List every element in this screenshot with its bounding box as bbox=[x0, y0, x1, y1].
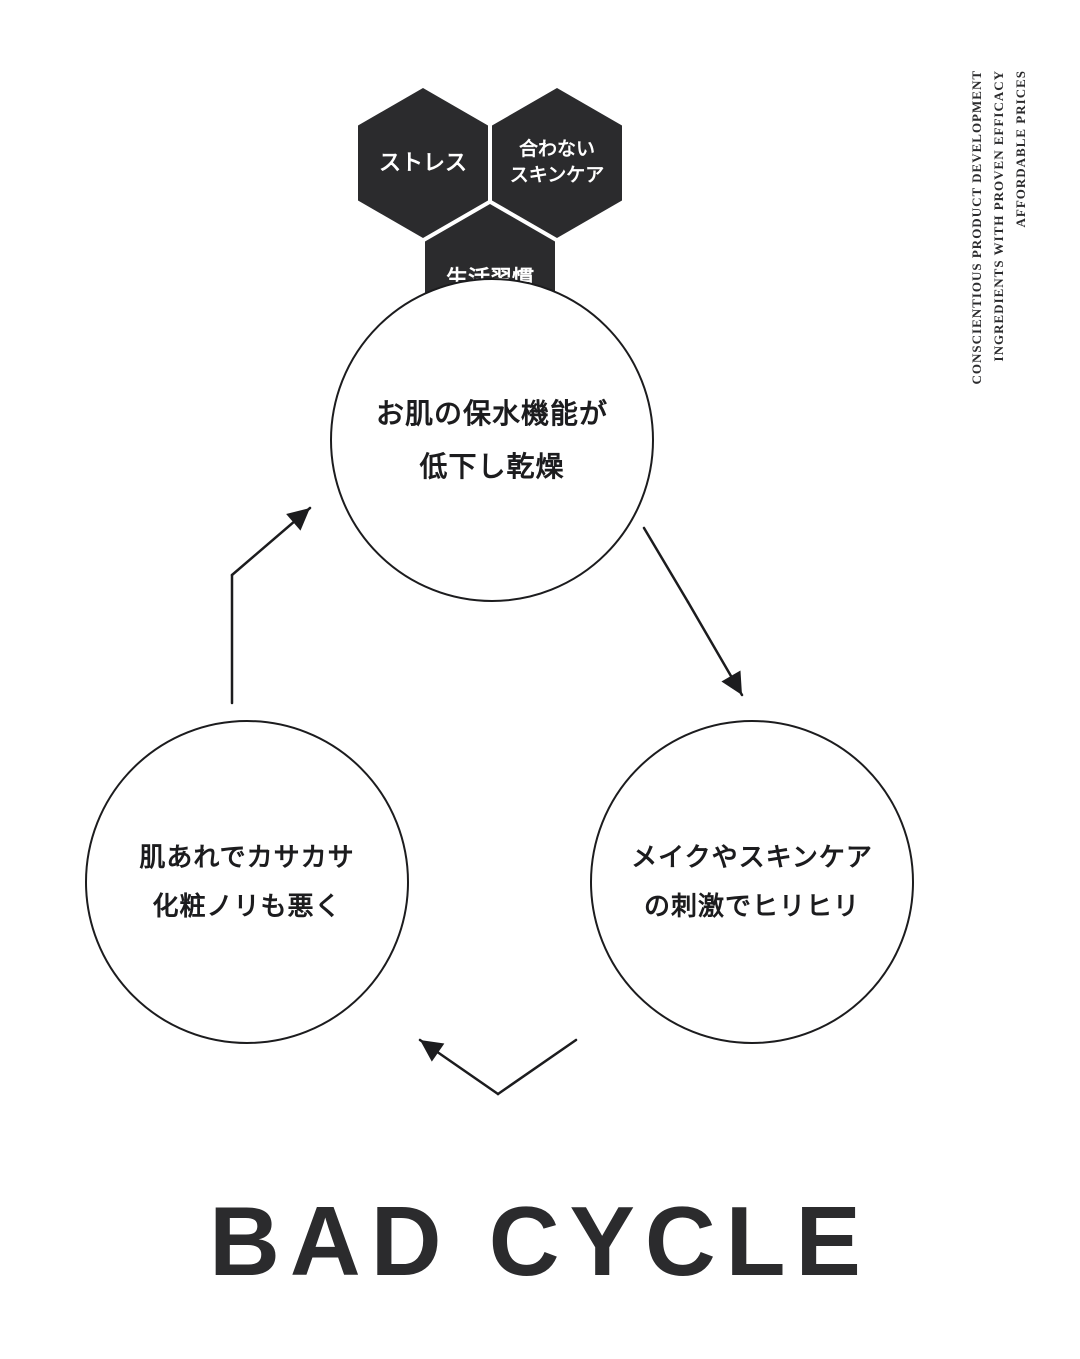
cycle-circle-left: 肌あれでカサカサ 化粧ノリも悪く bbox=[85, 720, 409, 1044]
circle-text: 肌あれでカサカサ 化粧ノリも悪く bbox=[139, 833, 354, 932]
circle-text: お肌の保水機能が 低下し乾燥 bbox=[376, 387, 608, 493]
hex-label: 合わない スキンケア bbox=[510, 137, 604, 188]
diagram-title: BAD CYCLE bbox=[0, 1185, 1080, 1298]
circle-text: メイクやスキンケア の刺激でヒリヒリ bbox=[631, 833, 873, 932]
bad-cycle-diagram: CONSCIENTIOUS PRODUCT DEVELOPMENT INGRED… bbox=[0, 0, 1080, 1359]
title-text: BAD CYCLE bbox=[209, 1186, 871, 1296]
hex-label: ストレス bbox=[379, 148, 467, 178]
cycle-circle-right: メイクやスキンケア の刺激でヒリヒリ bbox=[590, 720, 914, 1044]
cycle-circle-top: お肌の保水機能が 低下し乾燥 bbox=[330, 278, 654, 602]
